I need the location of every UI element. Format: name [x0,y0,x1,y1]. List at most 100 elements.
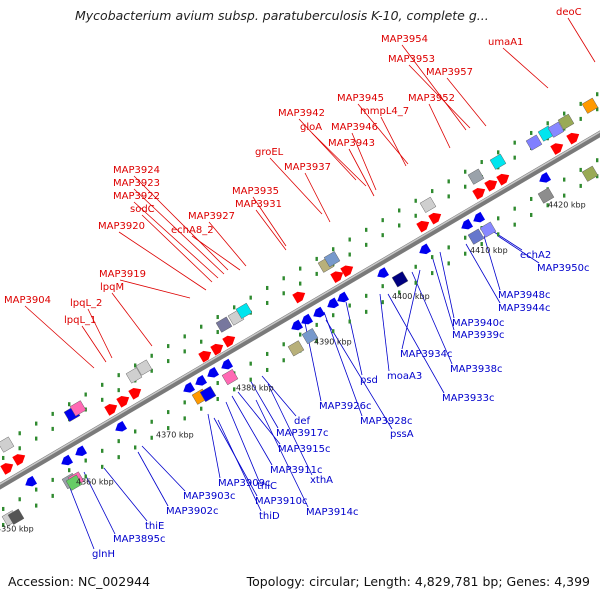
track-dot [546,121,549,126]
gene-box [419,196,437,213]
gene-feature [473,211,486,223]
gene-arrow [327,297,340,309]
gene-feature [419,196,437,213]
gene-label-top: lpqL_2 [70,298,102,309]
track-dot [546,203,549,208]
track-dot [134,429,137,434]
gene-label-bottom: MAP3911c [270,465,322,476]
track-dot [101,382,104,387]
gene-label-bottom: MAP3926c [319,401,371,412]
track-dot [414,264,417,269]
leader-line [431,255,455,331]
gene-label-top: deoC [556,7,582,18]
track-dot [431,255,434,260]
gene-feature [566,132,580,145]
track-dot [563,111,566,116]
track-dot [365,242,368,247]
gene-label-top: MAP3904 [4,295,51,306]
gene-feature [550,143,564,155]
track-dot [447,194,450,199]
track-dot [464,251,467,256]
gene-feature [221,358,234,370]
track-dot [68,468,71,473]
track-dot [216,381,219,386]
track-dot [365,293,368,298]
gene-feature [61,454,74,466]
gene-arrow [330,271,344,284]
gene-box [547,121,565,138]
track-dot [35,436,38,441]
leader-line [83,471,116,535]
gene-arrow [207,366,220,378]
track-dot [150,435,153,440]
gene-box [135,359,153,376]
leader-line [387,293,445,394]
gene-feature [65,474,83,491]
gene-label-bottom: echA2 [520,250,551,261]
leader-line [465,243,501,304]
gene-feature [467,228,485,245]
track-dot [167,344,170,349]
track-dot [579,116,582,121]
track-dot [117,388,120,393]
gene-feature [537,187,555,204]
gene-box [0,436,15,453]
gene-arrow [195,375,208,386]
track-dot [596,158,599,163]
leader-line [380,116,407,167]
gene-feature [330,271,344,284]
gene-feature [416,220,430,233]
track-dot [447,179,450,184]
gene-box [7,508,25,525]
gene-feature [496,173,510,186]
track-dot [530,196,533,201]
track-dot [18,431,21,436]
gene-feature [539,172,552,183]
gene-arrow [539,172,552,183]
gene-feature [581,165,599,182]
track-dot [579,167,582,172]
gene-box [287,340,305,357]
gene-box [467,168,485,185]
leader-line [252,196,287,247]
leader-line [345,301,363,376]
track-dot [381,218,384,223]
track-dot [299,281,302,286]
gene-feature [104,404,118,416]
track-dot [447,261,450,266]
gene-feature [0,436,15,453]
leader-line [208,221,247,267]
gene-feature [287,340,305,357]
track-dot [398,223,401,228]
gene-feature [12,454,26,466]
gene-feature [128,387,142,400]
track-dot [266,285,269,290]
gene-arrow [75,445,88,457]
track-dot [315,338,318,343]
track-dot [216,397,219,402]
accession-text: Accession: NC_002944 [8,574,151,589]
leader-line [439,251,455,319]
track-dot [282,342,285,347]
track-dot [464,184,467,189]
track-dot [513,222,516,227]
leader-line [446,77,487,127]
track-dot [282,291,285,296]
genome-backbone-highlight [0,131,600,485]
leader-line [304,172,331,223]
track-dot [167,410,170,415]
gene-arrow [340,265,354,278]
gene-label-bottom: MAP3910c [255,496,307,507]
gene-arrow [337,291,350,303]
track-dot [266,351,269,356]
leader-line [408,64,471,129]
track-dot [216,315,219,320]
gene-label-bottom: MAP3933c [442,393,494,404]
track-dot [101,464,104,469]
track-dot [398,290,401,295]
track-dot [18,446,21,451]
track-dot [51,493,54,498]
gene-feature [198,350,212,363]
gene-label-bottom: def [294,416,311,427]
